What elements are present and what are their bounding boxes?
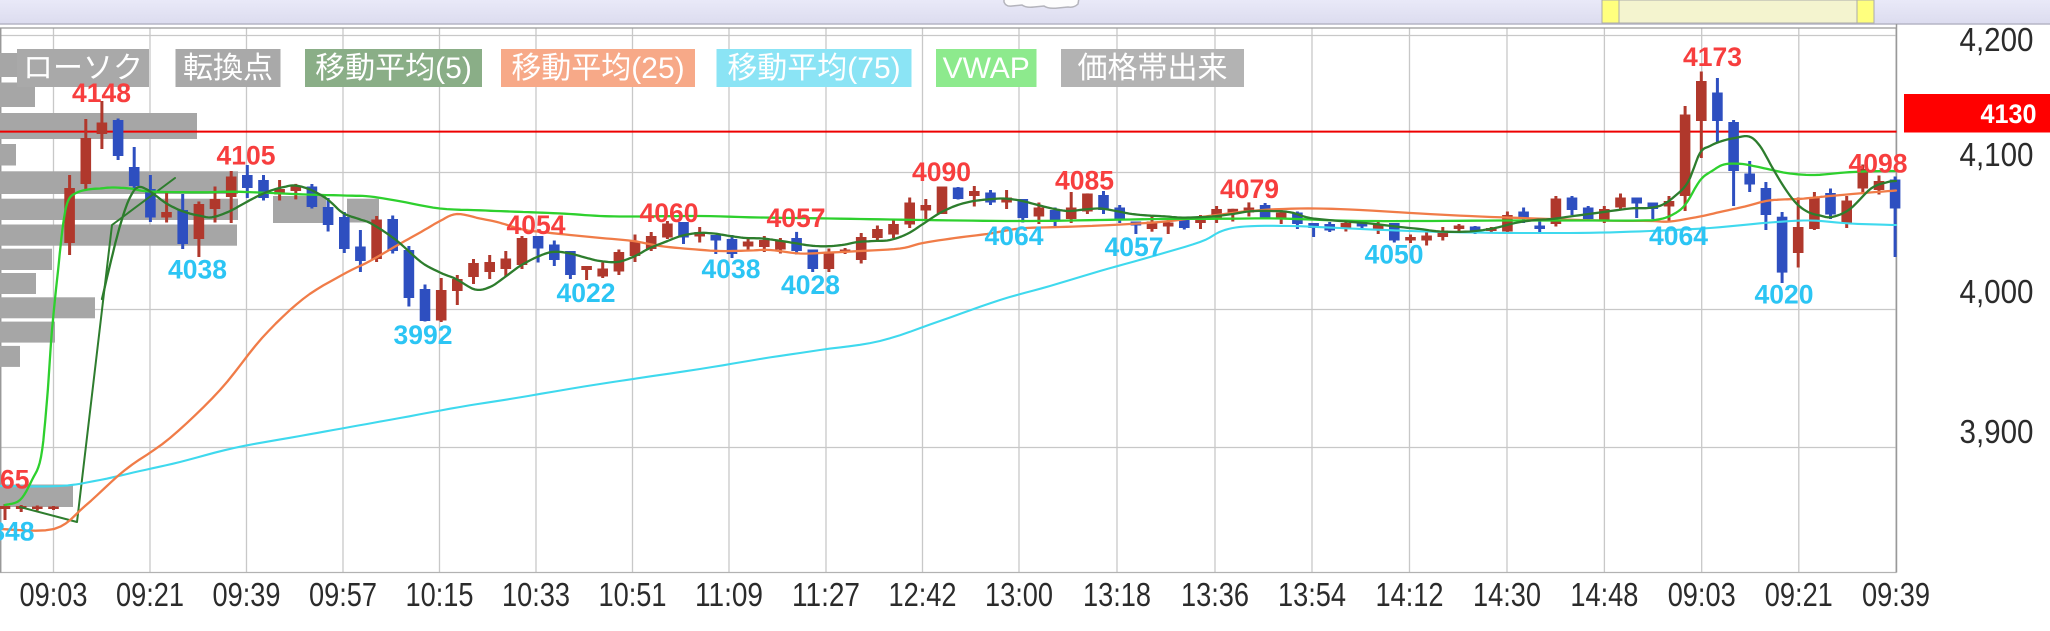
svg-text:09:03: 09:03 [20,577,88,614]
svg-text:14:30: 14:30 [1473,577,1541,614]
svg-text:10:51: 10:51 [599,577,667,614]
svg-text:4022: 4022 [557,278,616,308]
svg-text:4098: 4098 [1849,149,1908,179]
svg-text:3865: 3865 [0,465,30,495]
svg-text:4130: 4130 [1981,99,2037,129]
svg-text:4020: 4020 [1755,280,1814,310]
svg-text:4090: 4090 [912,157,971,187]
svg-text:09:57: 09:57 [309,577,377,614]
svg-text:10:15: 10:15 [406,577,474,614]
svg-text:12:42: 12:42 [889,577,957,614]
svg-text:4,000: 4,000 [1960,273,2034,310]
svg-text:4057: 4057 [767,203,826,233]
svg-text:09:03: 09:03 [1668,577,1736,614]
svg-text:4085: 4085 [1055,166,1114,196]
svg-text:10:33: 10:33 [502,577,570,614]
svg-text:ローソク: ローソク [23,52,143,85]
svg-text:14:12: 14:12 [1376,577,1444,614]
svg-text:移動平均(5): 移動平均(5) [315,52,472,85]
svg-text:4,100: 4,100 [1960,136,2034,173]
svg-text:4028: 4028 [781,270,840,300]
svg-text:価格帯出来: 価格帯出来 [1078,52,1228,85]
svg-text:13:54: 13:54 [1278,577,1346,614]
svg-text:4050: 4050 [1365,240,1424,270]
svg-text:3,900: 3,900 [1960,413,2034,450]
svg-text:4057: 4057 [1105,232,1164,262]
svg-text:4064: 4064 [985,221,1044,251]
svg-text:4054: 4054 [507,210,566,240]
svg-text:4173: 4173 [1683,42,1742,72]
svg-text:4038: 4038 [702,254,761,284]
svg-text:4,200: 4,200 [1960,21,2034,58]
svg-text:13:18: 13:18 [1083,577,1151,614]
svg-text:移動平均(75): 移動平均(75) [727,52,900,85]
svg-text:移動平均(25): 移動平均(25) [511,52,684,85]
svg-text:13:36: 13:36 [1181,577,1249,614]
svg-text:4105: 4105 [217,141,276,171]
svg-text:09:21: 09:21 [1765,577,1833,614]
svg-text:09:39: 09:39 [1862,577,1930,614]
svg-text:4079: 4079 [1220,174,1279,204]
svg-text:3992: 3992 [394,320,453,350]
svg-text:4148: 4148 [72,78,131,108]
svg-text:4038: 4038 [168,255,227,285]
svg-text:4064: 4064 [1649,221,1708,251]
svg-text:11:09: 11:09 [695,577,763,614]
svg-text:3848: 3848 [0,517,35,547]
svg-text:VWAP: VWAP [943,52,1030,85]
svg-text:転換点: 転換点 [183,52,273,85]
svg-text:11:27: 11:27 [792,577,860,614]
svg-text:13:00: 13:00 [985,577,1053,614]
svg-text:09:21: 09:21 [116,577,184,614]
svg-text:4060: 4060 [640,198,699,228]
svg-text:14:48: 14:48 [1570,577,1638,614]
svg-text:09:39: 09:39 [213,577,281,614]
